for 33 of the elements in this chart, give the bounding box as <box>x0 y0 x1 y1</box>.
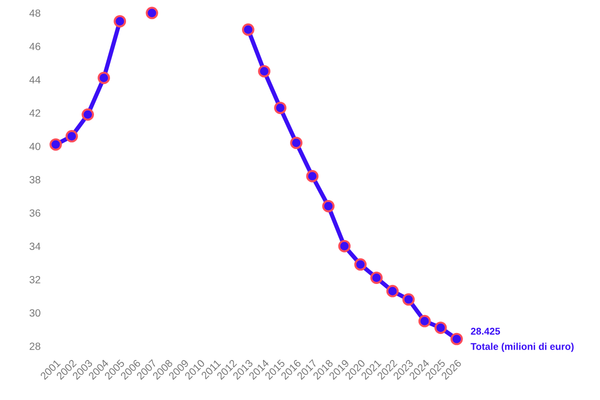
point <box>354 258 367 271</box>
point <box>434 322 447 334</box>
point <box>82 108 94 121</box>
y-tick-label: 34 <box>30 242 40 250</box>
y-tick-label: 42 <box>29 109 40 117</box>
point <box>386 284 399 298</box>
series-label: Totale (milioni di euro) <box>470 342 574 352</box>
point <box>258 65 270 78</box>
point <box>146 6 158 20</box>
point <box>66 130 78 142</box>
point <box>114 15 126 28</box>
y-tick-label: 46 <box>29 42 40 50</box>
point <box>450 332 463 346</box>
point <box>50 138 62 151</box>
point <box>98 72 110 84</box>
y-tick-label: 28 <box>30 342 40 350</box>
point <box>338 240 351 252</box>
y-tick-label: 30 <box>30 309 40 317</box>
point <box>370 272 383 284</box>
y-tick-label: 38 <box>30 176 40 184</box>
point <box>274 102 286 114</box>
point <box>242 23 254 36</box>
point <box>402 293 415 306</box>
point <box>418 314 431 328</box>
point <box>322 200 335 212</box>
y-tick-label: 36 <box>30 209 40 217</box>
y-tick-label: 32 <box>30 276 40 284</box>
y-tick-label: 44 <box>29 76 40 84</box>
y-tick-label: 40 <box>29 142 40 150</box>
data-label: 28.425 <box>470 328 500 335</box>
point <box>290 136 302 150</box>
point <box>306 170 319 182</box>
y-tick-label: 48 <box>29 9 40 17</box>
